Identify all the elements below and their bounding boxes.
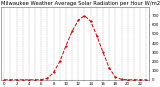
- Text: Milwaukee Weather Average Solar Radiation per Hour W/m2 (Last 24 Hours): Milwaukee Weather Average Solar Radiatio…: [1, 1, 160, 6]
